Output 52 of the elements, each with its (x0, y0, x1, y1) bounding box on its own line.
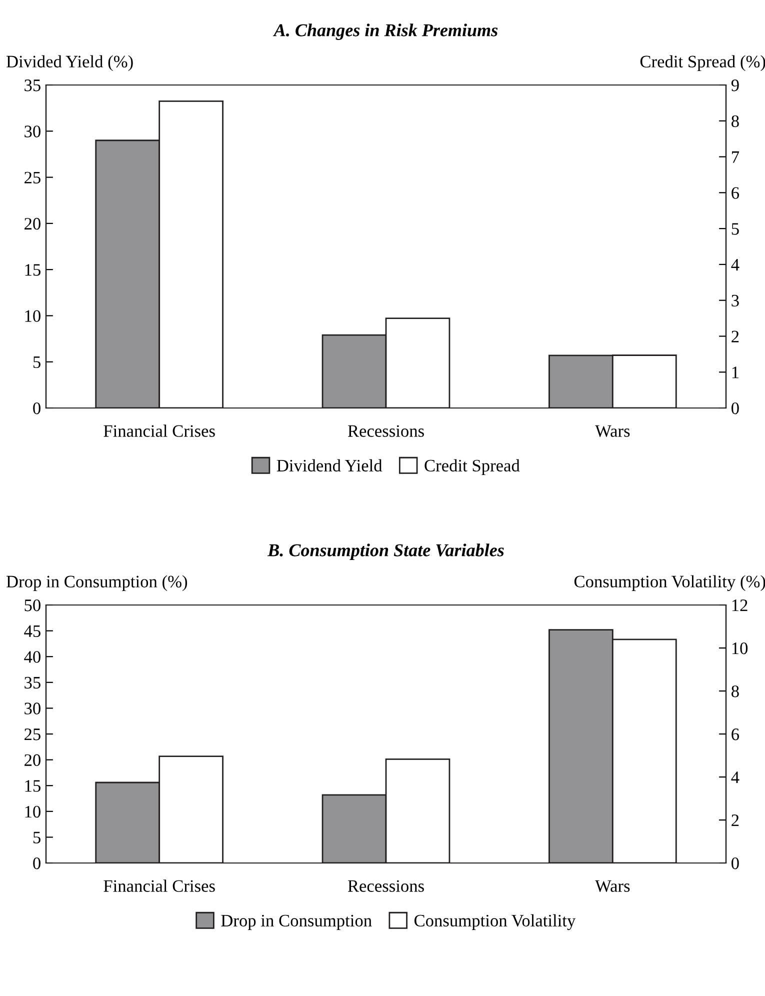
y-tick-label: 30 (24, 126, 40, 138)
y2-tick-label: 10 (732, 642, 748, 654)
y2-tick-label: 7 (732, 151, 740, 163)
y-tick-label: 0 (33, 402, 40, 414)
y2-tick-label: 4 (731, 259, 740, 270)
y-axis-title: Divided Yield (%) (6, 55, 133, 71)
y2-tick-label: 4 (731, 772, 740, 784)
y2-axis-title: Consumption Volatility (%) (574, 575, 765, 591)
y2-axis-title: Credit Spread (%) (640, 55, 765, 71)
y2-tick-label: 9 (731, 80, 739, 92)
y2-tick-label: 12 (732, 600, 748, 612)
legend-label: Consumption Volatility (414, 914, 576, 930)
y-tick-label: 20 (24, 754, 40, 766)
y2-tick-label: 0 (732, 402, 739, 414)
y-tick-label: 35 (24, 80, 40, 92)
y-tick-label: 0 (33, 857, 40, 870)
x-tick-label: Wars (595, 425, 630, 437)
y-tick-label: 20 (24, 218, 40, 230)
y2-tick-label: 1 (732, 366, 738, 378)
y-tick-label: 5 (33, 832, 40, 844)
x-tick-label: Recessions (348, 880, 424, 892)
y-tick-label: 45 (24, 625, 40, 637)
chart-title: A. Changes in Risk Premiums (272, 24, 498, 40)
y-tick-label: 25 (24, 172, 40, 184)
x-tick-label: Financial Crises (104, 880, 215, 892)
x-tick-label: Recessions (348, 425, 424, 437)
y2-tick-label: 6 (732, 728, 740, 740)
y-axis-title: Drop in Consumption (%) (6, 575, 188, 591)
y-tick-label: 50 (24, 599, 40, 612)
y2-tick-label: 8 (732, 115, 739, 128)
y-tick-label: 10 (25, 806, 40, 818)
y-tick-label: 35 (24, 676, 40, 689)
y-tick-label: 10 (25, 310, 40, 322)
chart-title: B. Consumption State Variables (267, 544, 504, 560)
y-tick-label: 15 (25, 780, 40, 792)
y2-tick-label: 2 (732, 330, 739, 342)
y-tick-label: 5 (33, 356, 40, 368)
y2-tick-label: 8 (732, 685, 739, 698)
y2-tick-label: 3 (732, 294, 739, 307)
y2-tick-label: 2 (732, 814, 739, 826)
x-tick-label: Wars (595, 880, 630, 892)
y2-tick-label: 5 (732, 223, 739, 235)
y2-tick-label: 6 (732, 187, 740, 199)
y-tick-label: 30 (24, 702, 40, 714)
y2-tick-label: 0 (732, 857, 739, 870)
legend-label: Drop in Consumption (221, 914, 372, 930)
legend-label: Credit Spread (424, 459, 520, 476)
legend-label: Dividend Yield (276, 459, 382, 472)
y-tick-label: 40 (24, 651, 40, 663)
x-tick-label: Financial Crises (104, 424, 215, 437)
y-tick-label: 25 (24, 728, 40, 740)
y-tick-label: 15 (25, 264, 40, 276)
